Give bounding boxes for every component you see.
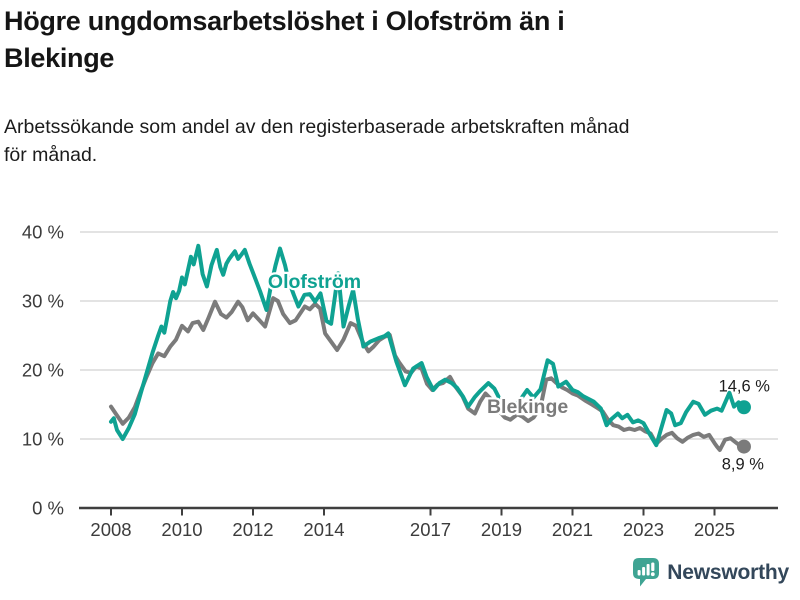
- y-tick-label-0: 0 %: [32, 498, 64, 519]
- x-tick-label-2021: 2021: [552, 519, 593, 540]
- subtitle-line-2: för månad.: [4, 144, 98, 166]
- newsworthy-logo: Newsworthy: [633, 558, 789, 587]
- page-title: Högre ungdomsarbetslöshet i Olofström än…: [4, 3, 744, 77]
- y-tick-label-10: 10 %: [22, 429, 64, 450]
- x-tick-label-2012: 2012: [232, 519, 273, 540]
- title-line-1: Högre ungdomsarbetslöshet i Olofström än…: [4, 6, 565, 36]
- y-tick-label-30: 30 %: [22, 291, 64, 312]
- x-tick-label-2025: 2025: [694, 519, 735, 540]
- y-tick-label-20: 20 %: [22, 360, 64, 381]
- series-label-blekinge: Blekinge: [487, 396, 568, 418]
- unemployment-line-chart: 0 % 10 % 20 % 30 % 40 % 2008 2010 2012 2014 2017 2…: [22, 222, 778, 540]
- x-tick-label-2023: 2023: [623, 519, 664, 540]
- y-tick-label-40: 40 %: [22, 222, 64, 243]
- brand-name: Newsworthy: [667, 560, 789, 584]
- series-end-dot-blekinge: [736, 439, 751, 454]
- subtitle-line-1: Arbetssökande som andel av den registerb…: [4, 116, 630, 138]
- x-tick-label-2008: 2008: [90, 519, 131, 540]
- value-label-blekinge: 8,9 %: [722, 456, 765, 474]
- newsworthy-logo-icon: [633, 558, 660, 587]
- series-line-olofstrom: [109, 243, 746, 448]
- x-tick-label-2010: 2010: [161, 519, 202, 540]
- chart-subtitle: Arbetssökande som andel av den registerb…: [4, 113, 794, 169]
- series-end-dot-olofstrom: [736, 400, 751, 415]
- x-tick-label-2019: 2019: [481, 519, 522, 540]
- x-tick-label-2014: 2014: [303, 519, 344, 540]
- title-line-2: Blekinge: [4, 43, 115, 73]
- x-tick-label-2017: 2017: [410, 519, 451, 540]
- series-label-olofstrom: Olofström: [268, 271, 361, 293]
- value-label-olofstrom: 14,6 %: [719, 377, 771, 395]
